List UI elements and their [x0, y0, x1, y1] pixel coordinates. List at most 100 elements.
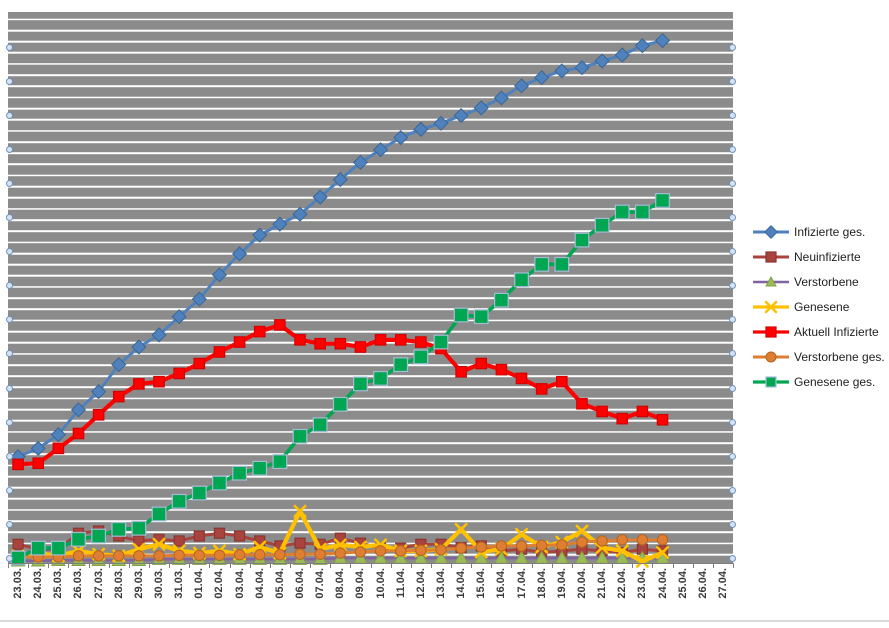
data-point-marker: [30, 540, 46, 556]
x-axis-label: 07.04.: [314, 568, 327, 599]
x-axis-tick: [350, 563, 352, 568]
data-point-marker: [514, 272, 529, 288]
legend-label: Infizierte ges.: [794, 225, 866, 239]
gridline-handle: [5, 43, 13, 51]
legend-entry-verstorbene-ges[interactable]: Verstorbene ges.: [752, 350, 888, 364]
legend-entry-genesene[interactable]: Genesene: [752, 300, 888, 314]
data-point-marker: [413, 349, 429, 365]
data-point-marker: [574, 232, 590, 248]
data-point-marker: [453, 307, 469, 323]
data-point-marker: [395, 545, 407, 557]
data-point-marker: [765, 376, 777, 388]
data-point-marker: [193, 549, 206, 561]
x-axis-label: 12.04.: [414, 568, 427, 599]
x-axis-label: 03.04.: [233, 568, 246, 599]
data-point-marker: [394, 334, 407, 346]
data-point-marker: [153, 375, 165, 388]
x-axis-tick: [8, 563, 9, 568]
data-point-marker: [294, 537, 306, 549]
series-infizierte-ges[interactable]: [10, 33, 671, 465]
data-point-marker: [515, 540, 528, 552]
legend-entry-infizierte-ges[interactable]: Infizierte ges.: [752, 225, 888, 239]
x-axis-tick: [48, 563, 50, 568]
data-point-marker: [274, 319, 286, 331]
plot-area[interactable]: [8, 12, 733, 568]
x-axis-label: 25.03.: [52, 568, 65, 599]
data-point-marker: [12, 458, 24, 471]
data-point-marker: [352, 154, 369, 171]
data-point-marker: [596, 535, 608, 547]
data-point-marker: [272, 454, 288, 470]
x-axis-label: 24.04.: [656, 568, 669, 599]
data-point-marker: [213, 549, 226, 561]
data-point-marker: [594, 53, 610, 69]
gridline-handle: [728, 418, 736, 426]
data-point-marker: [30, 440, 46, 456]
x-axis-label: 23.03.: [12, 568, 25, 599]
x-axis-label: 08.04.: [334, 568, 347, 599]
legend-entry-verstorbene[interactable]: Verstorbene: [752, 275, 888, 289]
data-point-marker: [455, 366, 467, 378]
data-point-marker: [272, 216, 288, 232]
data-point-marker: [173, 367, 185, 380]
x-axis-tick: [672, 563, 674, 568]
data-point-marker: [575, 524, 589, 538]
data-point-marker: [70, 402, 87, 418]
data-point-marker: [252, 460, 268, 476]
gridline-handle: [728, 316, 736, 324]
x-axis-tick: [189, 563, 191, 568]
gridline-handle: [728, 486, 736, 494]
legend-label: Verstorbene ges.: [794, 350, 885, 364]
legend-entry-genesene-ges[interactable]: Genesene ges.: [752, 375, 888, 389]
x-axis-label: 15.04.: [475, 568, 488, 599]
data-point-marker: [91, 384, 107, 400]
data-point-marker: [111, 521, 127, 537]
legend-entry-aktuell-infizierte[interactable]: Aktuell Infizierte: [752, 325, 888, 339]
gridline-handle: [5, 214, 13, 221]
legend-label: Aktuell Infizierte: [794, 325, 879, 339]
legend-entry-neuinfizierte[interactable]: Neuinfizierte: [752, 250, 888, 264]
data-point-marker: [274, 549, 286, 561]
x-axis-label: 25.04.: [676, 568, 689, 599]
legend[interactable]: Infizierte ges. Neuinfizierte Verstorbene G…: [752, 225, 888, 400]
x-axis-label: 13.04.: [434, 568, 447, 599]
data-point-marker: [495, 540, 508, 552]
data-point-marker: [764, 225, 778, 239]
gridline-handle: [728, 555, 736, 562]
data-point-marker: [72, 427, 85, 440]
data-point-marker: [312, 417, 328, 433]
data-point-marker: [556, 539, 568, 551]
data-point-marker: [193, 530, 205, 542]
x-axis-label: 05.04.: [273, 568, 286, 599]
data-point-marker: [515, 527, 529, 541]
gridline-handle: [728, 350, 736, 358]
data-point-marker: [193, 357, 206, 370]
data-point-marker: [433, 334, 449, 350]
gridline-handle: [728, 282, 736, 290]
x-axis-label: 30.03.: [153, 568, 166, 599]
series-aktuell-infizierte[interactable]: [12, 319, 669, 471]
data-point-marker: [354, 341, 367, 353]
data-point-marker: [173, 535, 185, 547]
series-verstorbene-ges[interactable]: [12, 534, 669, 563]
x-axis-label: 21.04.: [596, 568, 609, 599]
x-axis-label: 11.04.: [394, 568, 407, 598]
x-axis-label: 22.04.: [616, 568, 629, 599]
x-axis-label: 01.04.: [193, 568, 206, 599]
data-point-marker: [91, 528, 107, 544]
data-point-marker: [12, 538, 24, 550]
x-axis-tick: [430, 563, 432, 568]
x-axis-label: 09.04.: [354, 568, 367, 599]
x-axis-tick: [551, 563, 553, 568]
data-point-marker: [191, 291, 207, 307]
gridline-handle: [5, 179, 13, 187]
data-point-marker: [615, 544, 629, 558]
data-point-marker: [314, 548, 326, 560]
gridline-handle: [5, 77, 13, 85]
data-point-marker: [151, 327, 167, 343]
legend-marker-square-icon: [753, 326, 789, 338]
gridline-handle: [5, 418, 13, 426]
x-axis-tick: [88, 563, 90, 568]
series-genesene-ges[interactable]: [10, 193, 670, 566]
data-point-marker: [292, 428, 308, 444]
